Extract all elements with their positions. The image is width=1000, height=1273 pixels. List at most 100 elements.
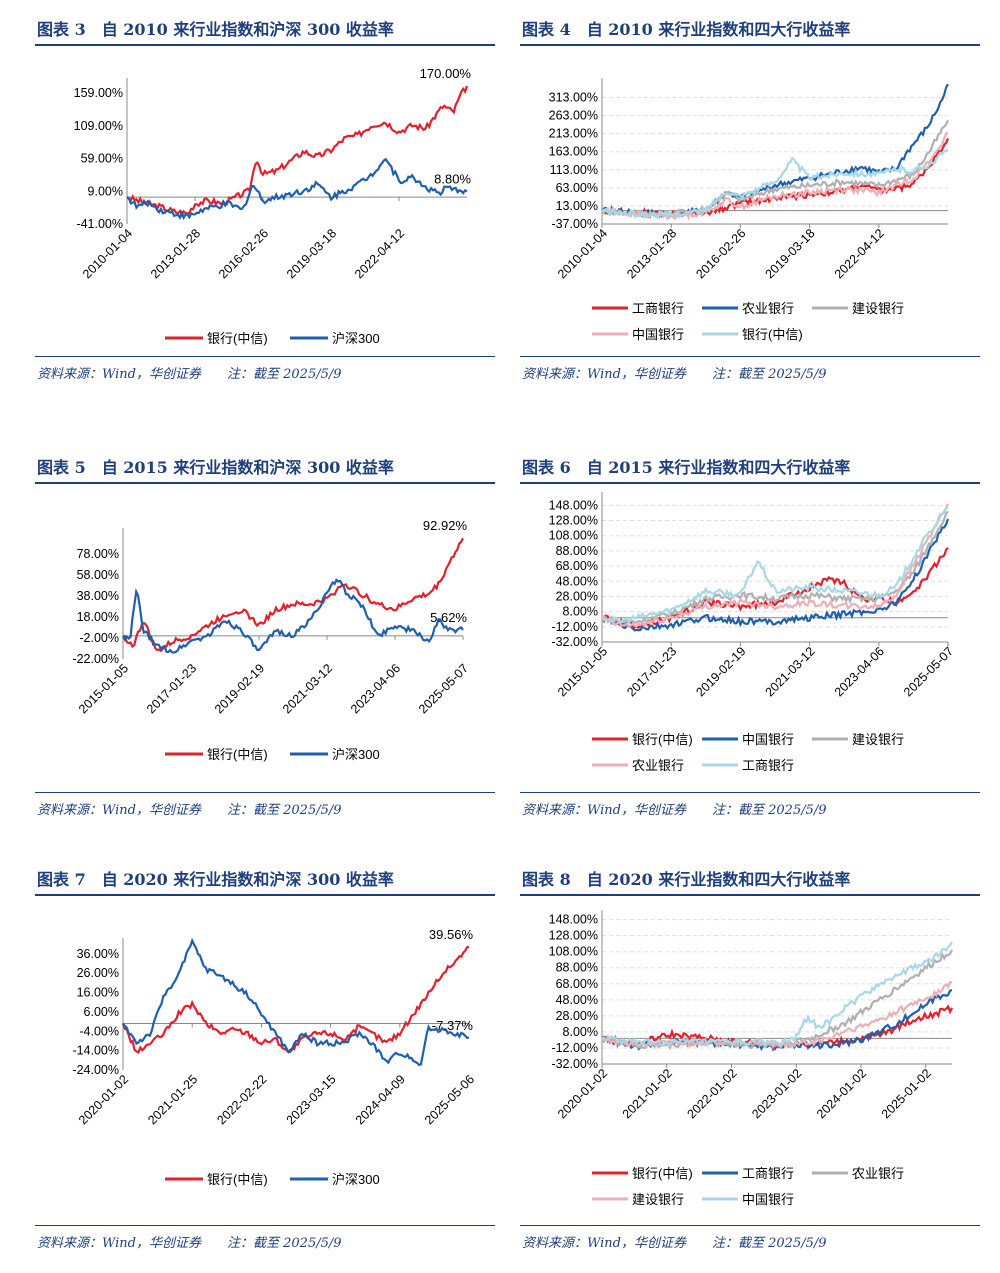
data-label: -7.37% [432,1018,474,1033]
legend-label: 工商银行 [742,1166,794,1181]
y-tick-label: 263.00% [549,109,598,123]
data-label: 8.80% [434,171,471,186]
legend-label: 建设银行 [852,732,904,747]
y-tick-label: 148.00% [549,913,598,927]
x-tick-label: 2022-04-12 [832,226,887,281]
x-tick-label: 2025-05-07 [901,644,956,699]
chart-area: 36.00% 26.00% 16.00% 6.00% -4.00% -14.00% -24.… [35,896,495,1228]
x-tick-label: 2025-05-07 [416,661,471,716]
x-tick-label: 2023-04-06 [832,644,887,699]
x-tick-label: 2017-01-23 [624,644,679,699]
source-line: 资料来源：Wind，华创证券 注：截至 2025/5/9 [35,792,495,818]
x-tick-label: 2017-01-23 [144,661,199,716]
x-tick-label: 2023-03-15 [284,1072,339,1127]
y-tick-label: 6.00% [84,1005,119,1019]
panel-title: 图表 3 自 2010 来行业指数和沪深 300 收益率 [35,18,495,46]
legend-label: 沪深300 [332,1172,380,1187]
y-tick-label: -32.00% [551,635,598,649]
source-line: 资料来源：Wind，华创证券 注：截至 2025/5/9 [35,1225,495,1251]
series-line [122,578,464,654]
x-tick-label: 2019-02-19 [212,661,267,716]
y-tick-label: -24.00% [72,1063,119,1077]
x-tick-label: 2021-01-02 [620,1066,675,1121]
series-line [601,148,949,220]
chart-area: 313.00% 263.00% 213.00% 163.00% 113.00% 63.00… [520,46,980,370]
source-text: 资料来源：Wind，华创证券 [37,803,201,818]
legend-label: 沪深300 [332,331,380,346]
y-tick-label: 108.00% [549,945,598,959]
note-text: 注：截至 2025/5/9 [712,803,827,818]
y-tick-label: 8.00% [563,1025,598,1039]
y-tick-label: 213.00% [549,127,598,141]
y-tick-label: 109.00% [74,119,123,133]
x-tick-label: 2015-01-05 [76,661,131,716]
source-text: 资料来源：Wind，华创证券 [37,1236,201,1251]
legend-label: 建设银行 [852,301,904,316]
chart-area: 148.00% 128.00% 108.00% 88.00% 68.00% 48.00% 2… [520,484,980,794]
series-line [126,157,468,221]
x-tick-label: 2023-04-06 [348,661,403,716]
y-tick-label: 88.00% [556,544,598,558]
y-tick-label: 48.00% [556,993,598,1007]
y-tick-label: -14.00% [72,1044,119,1058]
y-tick-label: 28.00% [556,1009,598,1023]
y-tick-label: -12.00% [551,620,598,634]
note-text: 注：截至 2025/5/9 [227,367,342,382]
legend-label: 工商银行 [632,301,684,316]
y-tick-label: 18.00% [77,610,119,624]
series-line [601,506,949,625]
source-text: 资料来源：Wind，华创证券 [522,1236,686,1251]
x-tick-label: 2024-04-09 [353,1072,408,1127]
series-line [601,518,950,632]
source-line: 资料来源：Wind，华创证券 注：截至 2025/5/9 [520,356,980,382]
y-tick-label: 38.00% [77,589,119,603]
line-chart: 313.00% 263.00% 213.00% 163.00% 113.00% 63.00… [549,78,950,342]
y-tick-label: -41.00% [76,217,123,231]
x-tick-label: 2024-01-02 [814,1066,869,1121]
y-tick-label: 163.00% [549,145,598,159]
x-tick-label: 2025-01-02 [879,1066,934,1121]
legend-label: 银行(中信) [207,747,268,762]
x-tick-label: 2021-03-12 [763,644,818,699]
x-tick-label: 2019-03-18 [763,226,818,281]
y-tick-label: 36.00% [77,947,119,961]
y-tick-label: 128.00% [549,929,598,943]
y-tick-label: 313.00% [549,91,598,105]
y-tick-label: 113.00% [550,163,598,177]
data-label: 39.56% [429,927,474,942]
x-tick-label: 2010-01-04 [555,226,610,281]
chart-area: 78.00% 58.00% 38.00% 18.00% -2.00% -22.00% 201… [35,484,495,794]
y-tick-label: 68.00% [556,977,598,991]
x-tick-label: 2021-03-12 [280,661,335,716]
line-chart: 159.00% 109.00% 59.00% 9.00% -41.00%2010-01-… [74,66,472,346]
y-tick-label: -22.00% [72,652,119,666]
source-text: 资料来源：Wind，华创证券 [37,367,201,382]
data-label: 170.00% [420,66,472,81]
y-tick-label: 148.00% [549,498,598,512]
chart-area: 148.00% 128.00% 108.00% 88.00% 68.00% 48.00% 2… [520,896,980,1228]
source-line: 资料来源：Wind，华创证券 注：截至 2025/5/9 [35,356,495,382]
note-text: 注：截至 2025/5/9 [712,1236,827,1251]
series-line [601,137,950,219]
chart-area: 159.00% 109.00% 59.00% 9.00% -41.00% 2010-01-… [35,46,495,370]
y-tick-label: 13.00% [556,199,598,213]
panel-title: 图表 6 自 2015 来行业指数和四大行收益率 [520,456,980,484]
y-tick-label: 59.00% [81,152,123,166]
series-line [601,547,949,629]
legend-label: 农业银行 [632,758,684,773]
x-tick-label: 2021-01-25 [145,1072,200,1127]
x-tick-label: 2022-02-22 [214,1072,269,1127]
y-tick-label: 88.00% [556,961,598,975]
panel-title: 图表 8 自 2020 来行业指数和四大行收益率 [520,868,980,896]
y-tick-label: 68.00% [556,559,598,573]
x-tick-label: 2020-01-02 [76,1072,131,1127]
legend-label: 中国银行 [632,327,684,342]
y-tick-label: 9.00% [88,184,123,198]
panel-title: 图表 4 自 2010 来行业指数和四大行收益率 [520,18,980,46]
series-line [601,503,950,629]
legend-label: 工商银行 [742,758,794,773]
x-tick-label: 2023-01-02 [749,1066,804,1121]
series-line [601,981,953,1050]
x-tick-label: 2013-01-28 [624,226,679,281]
x-tick-label: 2010-01-04 [80,226,135,281]
